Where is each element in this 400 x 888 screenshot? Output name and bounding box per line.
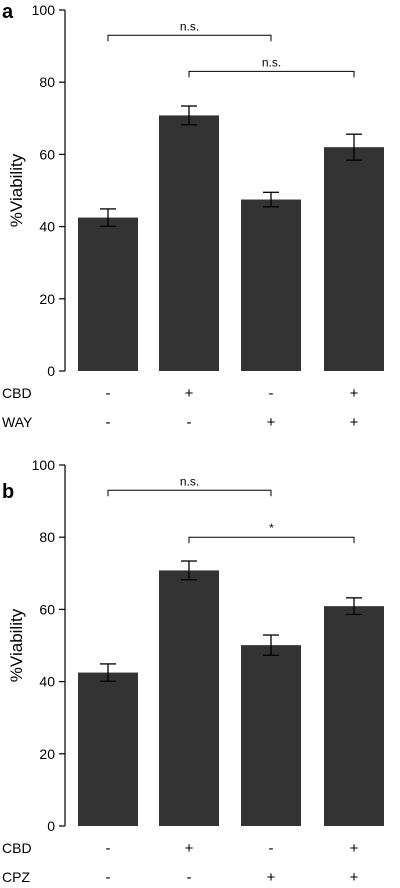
y-tick-label: 100 [32,457,56,473]
significance-bracket [188,70,355,78]
bar [324,606,384,826]
y-tick-label: 20 [39,746,55,762]
treatment-sign: + [350,869,359,886]
treatment-sign: - [106,869,111,886]
treatment-sign: + [350,414,359,431]
bar [241,645,301,826]
y-tick-label: 60 [39,146,55,162]
treatment-label: CBD [2,840,32,856]
significance-bracket [188,536,355,544]
treatment-sign: + [185,385,194,402]
y-tick-label: 0 [47,818,55,834]
treatment-sign: - [106,385,111,402]
y-tick-label: 40 [39,219,55,235]
significance-label: * [269,521,274,535]
y-axis-title: %Viability [7,153,26,227]
treatment-sign: + [350,385,359,402]
y-tick-label: 80 [39,529,55,545]
treatment-sign: - [269,385,274,402]
y-tick-label: 60 [39,601,55,617]
y-tick-label: 80 [39,74,55,90]
treatment-sign: - [106,840,111,857]
treatment-sign: - [187,869,192,886]
y-tick-label: 40 [39,674,55,690]
y-axis-title: %Viability [7,608,26,682]
treatment-label: CBD [2,385,32,401]
treatment-sign: + [267,869,276,886]
treatment-sign: - [269,840,274,857]
treatment-sign: - [187,414,192,431]
treatment-sign: + [185,840,194,857]
panel-label: a [2,1,14,23]
bar [241,199,301,371]
significance-label: n.s. [180,474,199,488]
significance-bracket [107,489,272,497]
treatment-label: CPZ [2,869,30,885]
y-tick-label: 0 [47,363,55,379]
treatment-label: WAY [2,414,33,430]
bar [159,115,219,371]
chart-panel-b: b 0 20 40 60 80 100 %Viability n.s. * CBD - + - + CPZ - -… [2,457,384,886]
significance-label: n.s. [180,19,199,33]
treatment-sign: + [350,840,359,857]
y-tick-label: 100 [32,2,56,18]
y-tick-label: 20 [39,291,55,307]
significance-label: n.s. [262,55,281,69]
bar [78,217,138,371]
bar [324,147,384,371]
bar [78,672,138,826]
panel-label: b [2,481,14,503]
chart-panel-a: a 0 20 40 60 80 100 %Viability n.s. n.s. CBD - + - + WA… [2,1,384,431]
treatment-sign: - [106,414,111,431]
significance-bracket [107,34,272,42]
treatment-sign: + [267,414,276,431]
bar [159,570,219,826]
